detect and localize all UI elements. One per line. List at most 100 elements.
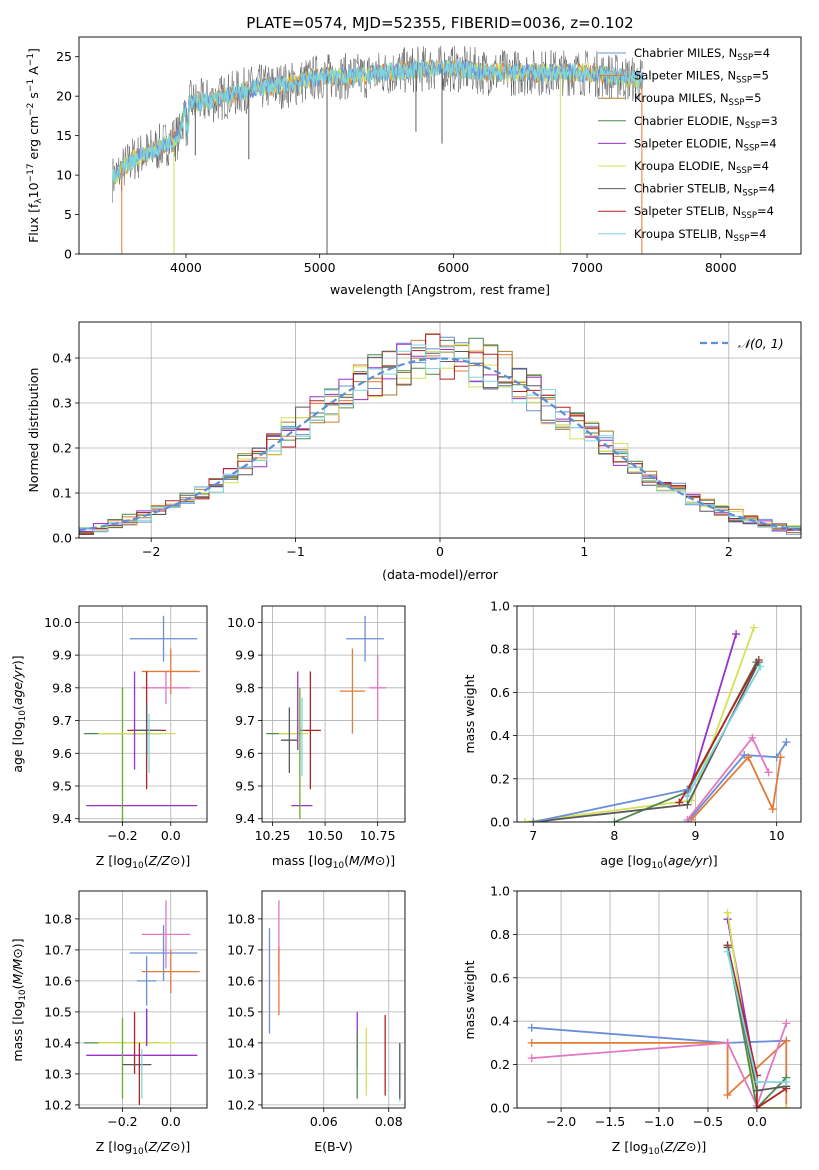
legend-entry: Chabrier STELIB, NSSP=4 xyxy=(634,182,775,199)
tspan: Chabrier ELODIE, N xyxy=(634,114,745,128)
tspan: SSP xyxy=(734,234,750,244)
weight-marker xyxy=(521,818,530,822)
tspan: Kroupa MILES, N xyxy=(634,91,729,105)
x-tick-label: 0.08 xyxy=(375,1114,403,1129)
legend-entry: Salpeter ELODIE, NSSP=4 xyxy=(634,136,777,153)
tspan: Z [ xyxy=(612,1139,629,1154)
tspan: 10 xyxy=(18,989,28,1001)
x-tick-label: 0.0 xyxy=(161,1114,181,1129)
weight-marker xyxy=(782,738,791,747)
weight-age-axes: 7 8 9 10 0.0 0.2 0.4 0.6 0.8 1.0 xyxy=(490,599,801,843)
weight-marker xyxy=(732,630,741,639)
x-tick-label: 7000 xyxy=(571,260,603,275)
tspan: ( xyxy=(144,1139,149,1154)
tspan: age [ xyxy=(10,741,25,773)
histogram-series xyxy=(79,344,801,534)
mass-z-frame xyxy=(78,890,208,1109)
tspan: SSP xyxy=(729,98,745,108)
tspan: =5 xyxy=(744,91,761,105)
tspan: ( xyxy=(144,853,149,868)
weight-line xyxy=(614,661,758,822)
y-axis-label: Normed distribution xyxy=(26,368,41,493)
weight-line xyxy=(686,741,788,822)
y-tick-label: 1.0 xyxy=(490,599,510,614)
weight-line xyxy=(533,788,688,822)
tspan: Salpeter MILES, N xyxy=(634,69,736,83)
weight-marker xyxy=(782,1036,791,1045)
age-mass-axes: 10.25 10.50 10.75 9.4 9.5 9.6 9.7 9.8 9.9 10.0 xyxy=(227,606,405,843)
tspan: age/yr xyxy=(10,664,25,705)
weight-marker xyxy=(683,800,692,809)
tspan: age/yr xyxy=(668,853,709,868)
tspan: −1 xyxy=(26,53,36,66)
legend-entry: Chabrier MILES, NSSP=4 xyxy=(634,46,770,63)
y-tick-label: 0.2 xyxy=(490,1057,510,1072)
x-axis-label: Z [log10(Z/Z⊙)] xyxy=(96,853,190,871)
x-tick-label: −0.2 xyxy=(107,1114,137,1129)
weight-z-plot xyxy=(527,908,791,1108)
y-tick-label: 10.7 xyxy=(227,942,255,957)
x-tick-label: −1 xyxy=(286,544,304,559)
x-tick-label: 1 xyxy=(580,544,588,559)
spectrum-line xyxy=(112,59,644,183)
tspan: log xyxy=(10,1001,25,1020)
tspan: M/M⊙ xyxy=(349,853,385,868)
x-tick-label: 9 xyxy=(692,828,700,843)
tspan: ( xyxy=(10,984,25,989)
weight-marker xyxy=(752,1104,761,1108)
y-tick-label: 0 xyxy=(64,247,72,262)
weight-line xyxy=(690,755,782,821)
tspan: ] xyxy=(26,48,41,53)
weight-marker xyxy=(723,947,732,956)
tspan: Z/Z⊙ xyxy=(148,853,181,868)
legend-entry: Kroupa ELODIE, NSSP=4 xyxy=(634,159,769,176)
y-tick-label: 9.5 xyxy=(235,779,255,794)
y-tick-label: 10.4 xyxy=(44,1035,72,1050)
tspan: 10 xyxy=(648,1147,660,1157)
x-tick-label: 0.0 xyxy=(161,828,181,843)
tspan: SSP xyxy=(745,121,761,131)
age-z-frame xyxy=(78,605,208,823)
y-tick-label: 10.0 xyxy=(44,615,72,630)
weight-line xyxy=(524,627,755,822)
y-tick-label: 9.7 xyxy=(52,713,72,728)
tspan: ( xyxy=(344,853,349,868)
y-tick-label: 0.1 xyxy=(52,486,72,501)
x-tick-label: −2.0 xyxy=(546,1114,576,1129)
weight-marker xyxy=(782,1019,791,1028)
tspan: 10 xyxy=(132,1147,144,1157)
y-tick-label: 10.4 xyxy=(227,1035,255,1050)
weight-marker xyxy=(782,1104,791,1108)
tspan: E(B-V) xyxy=(314,1139,353,1154)
y-tick-label: 10.6 xyxy=(44,973,72,988)
y-tick-label: 10.0 xyxy=(227,615,255,630)
spectrum-axes: 4000 5000 6000 7000 8000 0 5 10 15 20 25 xyxy=(56,49,737,275)
legend-entry: Kroupa STELIB, NSSP=4 xyxy=(634,227,766,244)
tspan: log xyxy=(629,1139,648,1154)
weight-age-plot xyxy=(521,623,791,822)
weight-line xyxy=(531,1023,788,1108)
mass-z-axes: −0.2 0.0 10.2 10.3 10.4 10.5 10.6 10.7 10.8 xyxy=(44,891,207,1129)
tspan: SSP xyxy=(741,211,757,221)
y-tick-label: 9.9 xyxy=(52,648,72,663)
x-axis-label: wavelength [Angstrom, rest frame] xyxy=(330,282,550,297)
x-tick-label: 10.25 xyxy=(255,828,291,843)
tspan: M/M⊙ xyxy=(10,948,25,984)
tspan: Salpeter STELIB, N xyxy=(634,204,741,218)
tspan: SSP xyxy=(744,143,760,153)
weight-marker xyxy=(754,658,763,667)
y-tick-label: 9.6 xyxy=(52,746,72,761)
tspan: =5 xyxy=(752,69,769,83)
weight-marker xyxy=(610,818,619,822)
legend-entry: Chabrier ELODIE, NSSP=3 xyxy=(634,114,778,131)
weight-marker xyxy=(740,751,749,760)
weight-line xyxy=(686,666,762,797)
weight-marker xyxy=(768,805,777,814)
tspan: Chabrier MILES, N xyxy=(634,46,737,60)
weight-marker xyxy=(764,768,773,777)
age-z-axes: −0.2 0.0 9.4 9.5 9.6 9.7 9.8 9.9 10.0 xyxy=(44,606,207,843)
y-tick-label: 0.4 xyxy=(490,1014,510,1029)
y-axis-label: age [log10(age/yr)] xyxy=(10,655,28,772)
weight-line xyxy=(686,633,737,797)
